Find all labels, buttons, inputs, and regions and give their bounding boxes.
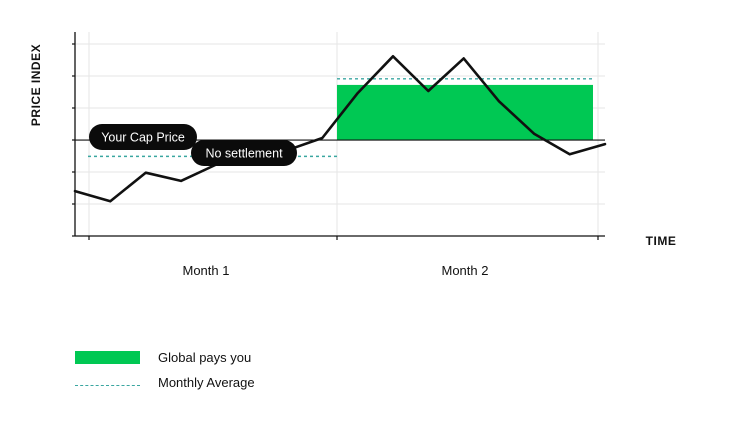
- cap-price-pill: Your Cap Price: [89, 124, 197, 150]
- month-label-1: Month 1: [183, 263, 230, 278]
- no-settlement-pill-bg: [191, 140, 297, 166]
- annotations: Your Cap Price No settlement: [89, 124, 297, 166]
- legend-swatch-fill: [75, 351, 140, 364]
- legend-swatch-dashed: [75, 385, 140, 386]
- payout-region-rect: [337, 84, 593, 141]
- y-axis-title: PRICE INDEX: [29, 44, 43, 126]
- monthly-average-lines: [88, 78, 593, 158]
- cap-price-pill-text: Your Cap Price: [101, 131, 185, 145]
- price-series: [73, 54, 607, 203]
- legend-item-global-pays-you: Global pays you: [75, 345, 255, 370]
- no-settlement-pill: No settlement: [191, 140, 297, 166]
- month-label-2: Month 2: [442, 263, 489, 278]
- x-axis-title: TIME: [646, 234, 677, 248]
- payout-region: [337, 84, 593, 141]
- legend-label: Monthly Average: [158, 375, 255, 390]
- no-settlement-pill-text: No settlement: [205, 147, 283, 161]
- cap-price-pill-bg: [89, 124, 197, 150]
- price-series-line: [73, 54, 607, 203]
- legend: Global pays you Monthly Average: [75, 345, 255, 395]
- legend-label: Global pays you: [158, 350, 252, 365]
- legend-item-monthly-average: Monthly Average: [75, 370, 255, 395]
